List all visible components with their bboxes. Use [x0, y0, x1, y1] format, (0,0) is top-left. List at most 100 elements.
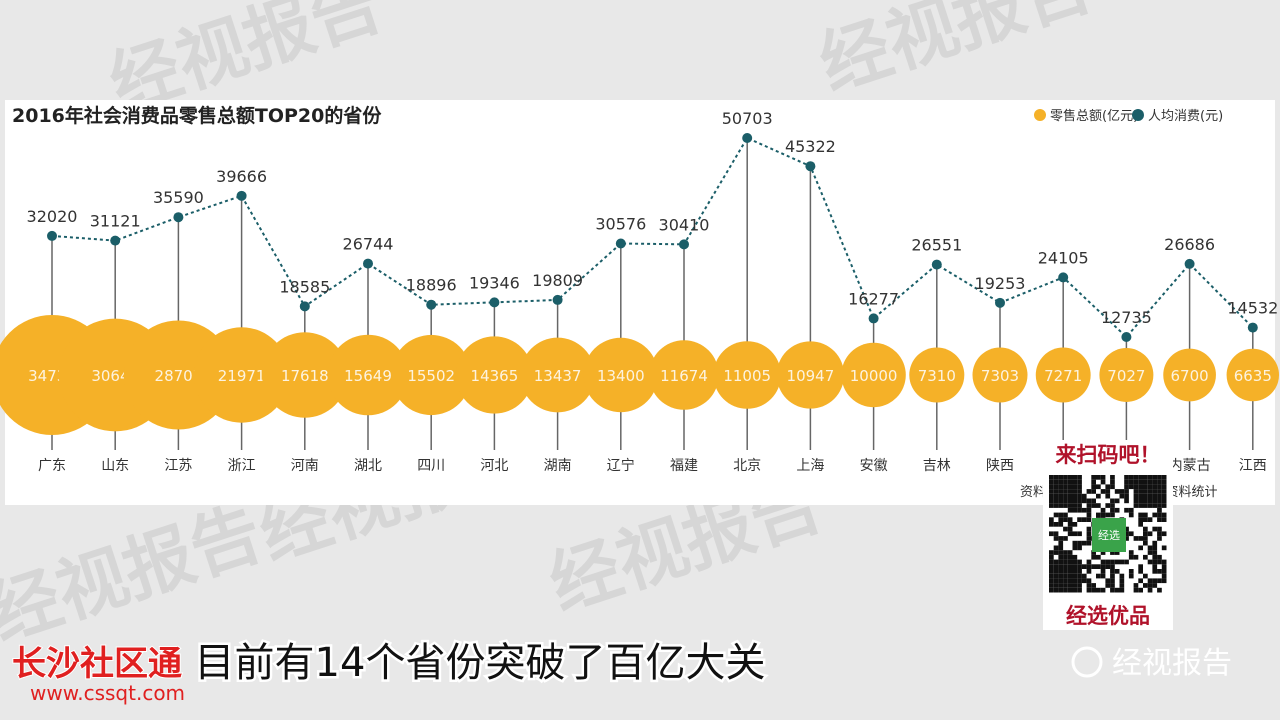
- logo-icon: [1071, 646, 1103, 678]
- line-point: [615, 238, 626, 249]
- qr-cell: [1119, 573, 1125, 579]
- qr-cell: [1077, 484, 1082, 490]
- qr-cell: [1081, 493, 1087, 499]
- x-tick-label: 四川: [417, 458, 445, 474]
- qr-cell: [1138, 498, 1143, 504]
- bubble: [583, 337, 659, 413]
- qr-cell: [1161, 578, 1167, 584]
- subtitle: 目前有14个省份突破了百亿大关: [195, 640, 766, 686]
- qr-cell: [1091, 583, 1096, 588]
- qr-cell: [1053, 531, 1059, 537]
- qr-cell: [1072, 573, 1078, 579]
- qr-cell: [1053, 489, 1059, 494]
- qr-cell: [1157, 587, 1162, 593]
- qr-cell: [1147, 583, 1153, 588]
- qr-cell: [1161, 517, 1167, 522]
- line-point: [426, 299, 437, 310]
- qr-cell: [1053, 550, 1059, 555]
- bubble: [1035, 347, 1091, 403]
- qr-cell: [1072, 545, 1078, 551]
- qr-cell: [1143, 498, 1148, 504]
- qr-cell: [1067, 493, 1073, 499]
- bubble-label: 11674: [660, 367, 708, 385]
- qr-cell: [1067, 479, 1073, 485]
- qr-cell: [1053, 512, 1059, 518]
- qr-cell: [1096, 475, 1101, 480]
- line-series: [51, 136, 1254, 339]
- qr-cell: [1081, 507, 1087, 513]
- qr-cell: [1049, 475, 1054, 480]
- qr-cell: [1053, 522, 1059, 527]
- qr-cell: [1096, 503, 1101, 508]
- qr-cell: [1063, 498, 1068, 504]
- qr-cell: [1049, 522, 1054, 527]
- qr-cell: [1152, 540, 1158, 546]
- qr-cell: [1114, 507, 1120, 513]
- qr-cell: [1138, 484, 1143, 490]
- qr-cell: [1124, 559, 1129, 565]
- qr-cell: [1063, 559, 1068, 565]
- qr-cell: [1161, 559, 1167, 565]
- qr-cell: [1110, 484, 1115, 490]
- qr-cell: [1077, 479, 1082, 485]
- qr-cell: [1049, 559, 1054, 565]
- qr-cell: [1161, 489, 1167, 494]
- qr-cell: [1152, 559, 1158, 565]
- qr-cell: [1067, 573, 1073, 579]
- qr-cell: [1133, 554, 1139, 560]
- x-tick-label: 上海: [796, 458, 824, 474]
- qr-cell: [1049, 573, 1054, 579]
- qr-cell: [1058, 564, 1064, 569]
- qr-cell: [1110, 498, 1115, 504]
- qr-cell: [1049, 479, 1054, 485]
- qr-cell: [1091, 503, 1096, 508]
- qr-cell: [1081, 564, 1087, 569]
- qr-cell: [1091, 489, 1096, 494]
- qr-cell: [1072, 587, 1078, 593]
- qr-cell: [1086, 559, 1092, 565]
- qr-cell: [1133, 498, 1139, 504]
- point-label: 19253: [975, 274, 1026, 293]
- qr-cell: [1081, 573, 1087, 579]
- qr-cell: [1086, 564, 1092, 569]
- qr-cell: [1100, 564, 1106, 569]
- qr-cell: [1049, 569, 1054, 574]
- qr-cell: [1091, 550, 1096, 555]
- qr-cell: [1143, 517, 1148, 522]
- qr-cell: [1152, 503, 1158, 508]
- qr-cell: [1147, 484, 1153, 490]
- qr-cell: [1157, 526, 1162, 532]
- qr-cell: [1091, 564, 1096, 569]
- qr-cell: [1110, 479, 1115, 485]
- qr-cell: [1157, 507, 1162, 513]
- qr-cell: [1105, 559, 1111, 565]
- qr-cell: [1077, 587, 1082, 593]
- bubble-label: 17618: [281, 367, 329, 385]
- qr-cell: [1063, 489, 1068, 494]
- qr-cell: [1058, 512, 1064, 518]
- qr-cell: [1124, 526, 1129, 532]
- qr-cell: [1067, 489, 1073, 494]
- qr-cell: [1161, 545, 1167, 551]
- bubble: [1099, 348, 1154, 402]
- qr-cell: [1096, 564, 1101, 569]
- qr-cell: [1053, 573, 1059, 579]
- qr-cell: [1072, 554, 1078, 560]
- legend-label: 零售总额(亿元): [1050, 108, 1138, 124]
- qr-cell: [1147, 498, 1153, 504]
- qr-cell: [1105, 503, 1111, 508]
- qr-cell: [1157, 479, 1162, 485]
- qr-cell: [1119, 559, 1125, 565]
- line-point: [679, 239, 689, 250]
- qr-cell: [1067, 554, 1073, 560]
- bubble-label: 7310: [918, 367, 956, 385]
- qr-cell: [1133, 484, 1139, 490]
- qr-cell: [1096, 493, 1101, 499]
- bubble: [520, 337, 595, 413]
- point-label: 14532: [1227, 299, 1278, 318]
- qr-cell: [1100, 479, 1106, 485]
- line-point: [805, 161, 816, 172]
- qr-cell: [1157, 559, 1162, 565]
- qr-cell: [1110, 507, 1115, 513]
- qr-cell: [1152, 484, 1158, 490]
